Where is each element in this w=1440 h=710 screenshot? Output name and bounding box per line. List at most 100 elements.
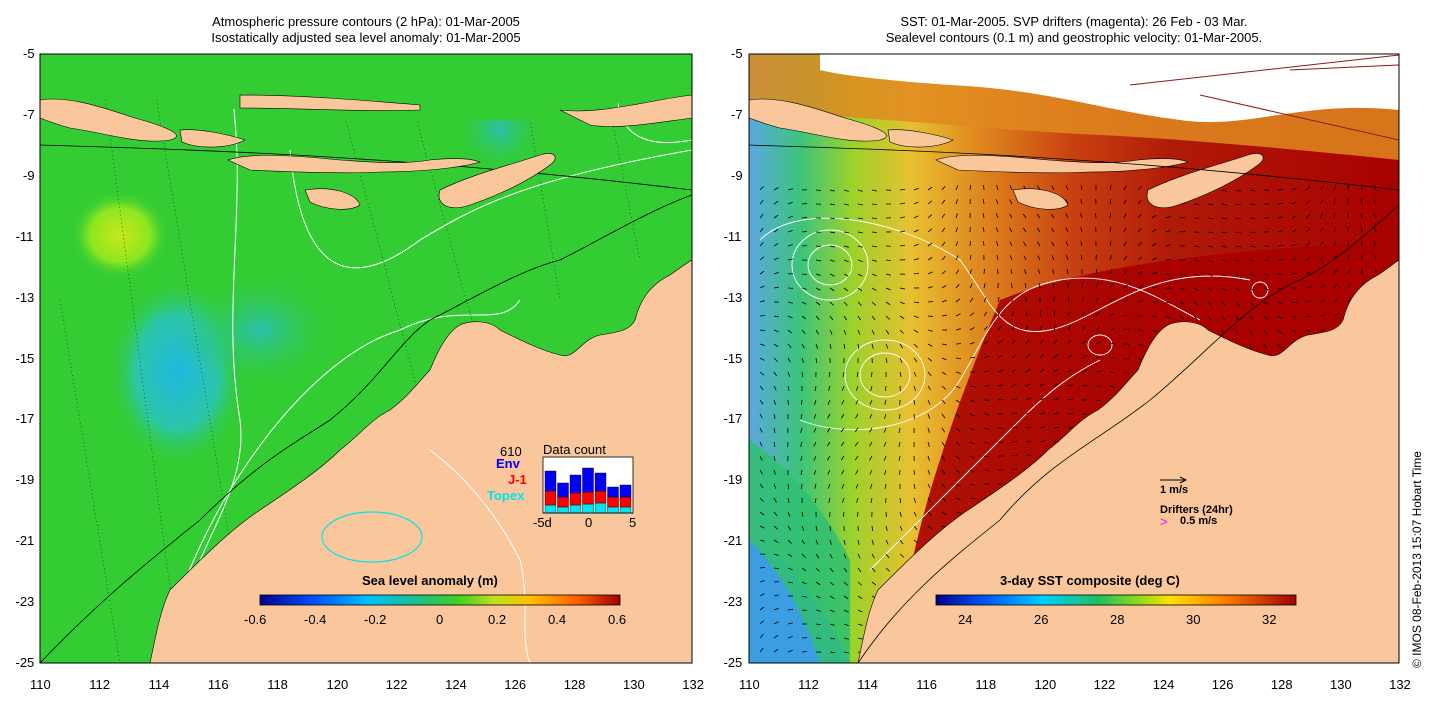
left-x-tick: 122 xyxy=(385,677,408,692)
drifter-tracks xyxy=(1129,54,1399,141)
velocity-arrow xyxy=(1235,329,1239,335)
velocity-arrow xyxy=(885,567,891,572)
velocity-arrow xyxy=(857,259,863,263)
velocity-arrow xyxy=(1291,187,1297,191)
velocity-arrow xyxy=(955,328,961,331)
velocity-arrow xyxy=(1263,343,1267,349)
velocity-arrow xyxy=(996,185,999,191)
velocity-arrow xyxy=(1179,315,1185,320)
velocity-arrow xyxy=(759,647,764,653)
velocity-arrow xyxy=(787,202,793,205)
velocity-arrow xyxy=(1025,383,1031,387)
velocity-arrow xyxy=(1095,399,1101,402)
velocity-arrow xyxy=(773,567,780,570)
velocity-arrow xyxy=(1137,213,1142,219)
velocity-arrow xyxy=(773,635,779,639)
bali-island xyxy=(179,129,246,148)
velocity-arrow xyxy=(1291,301,1298,304)
velocity-arrow xyxy=(1360,213,1363,219)
velocity-scale-label: 1 m/s xyxy=(1160,484,1189,496)
velocity-arrow xyxy=(1277,202,1283,205)
velocity-arrow xyxy=(1333,283,1338,289)
velocity-arrow xyxy=(1081,355,1087,359)
right-land xyxy=(749,98,1399,663)
velocity-arrow xyxy=(1137,285,1143,289)
velocity-arrow xyxy=(857,595,863,600)
velocity-arrow xyxy=(913,215,919,219)
velocity-arrow xyxy=(955,185,959,191)
velocity-arrow xyxy=(1165,230,1171,233)
velocity-arrow xyxy=(1053,325,1057,331)
velocity-arrow xyxy=(1221,217,1227,220)
velocity-arrow xyxy=(941,343,947,346)
velocity-arrow xyxy=(1123,313,1129,317)
data-count-bar-env xyxy=(619,484,632,498)
velocity-arrow xyxy=(1109,327,1115,331)
legend-env: Env xyxy=(496,456,520,471)
velocity-arrow xyxy=(801,609,808,611)
velocity-arrow xyxy=(1109,269,1113,275)
right-map-frame xyxy=(748,53,1400,664)
copyright-footer: © IMOS 08-Feb-2013 15:07 Hobart Time xyxy=(1410,451,1424,668)
velocity-arrow xyxy=(1193,301,1199,306)
velocity-arrow xyxy=(1263,273,1269,276)
velocity-arrow xyxy=(787,581,793,584)
velocity-arrow xyxy=(1249,315,1254,321)
velocity-arrow xyxy=(871,217,878,219)
velocity-arrow xyxy=(773,228,779,233)
velocity-arrow xyxy=(1038,283,1041,289)
velocity-arrow xyxy=(1067,311,1071,317)
velocity-arrow xyxy=(855,399,859,405)
velocity-arrow xyxy=(1137,270,1143,275)
velocity-arrow xyxy=(899,188,906,191)
velocity-arrow xyxy=(1023,241,1027,247)
data-count-bar-topex xyxy=(544,504,557,514)
velocity-arrow xyxy=(1249,189,1255,192)
velocity-arrow xyxy=(773,525,779,530)
velocity-arrow xyxy=(871,245,877,248)
velocity-arrow xyxy=(1305,214,1310,219)
velocity-arrow xyxy=(941,357,947,361)
velocity-arrow xyxy=(1067,340,1072,345)
velocity-arrow xyxy=(1319,314,1325,317)
velocity-arrow xyxy=(941,299,947,303)
velocity-arrow xyxy=(983,427,989,430)
velocity-arrow xyxy=(955,469,961,474)
velocity-arrow xyxy=(815,539,819,545)
velocity-arrow xyxy=(1051,255,1055,261)
velocity-arrow xyxy=(1080,254,1083,261)
sumba-island xyxy=(304,188,361,210)
velocity-arrow xyxy=(969,327,975,331)
velocity-arrow xyxy=(1065,227,1069,233)
velocity-arrow xyxy=(1137,256,1143,261)
velocity-arrow xyxy=(884,483,887,489)
velocity-arrow xyxy=(899,230,905,233)
velocity-arrow xyxy=(869,483,873,489)
velocity-arrow xyxy=(997,354,1003,359)
velocity-arrow xyxy=(801,567,807,572)
velocity-arrow xyxy=(1291,315,1297,319)
velocity-arrow xyxy=(857,245,863,248)
velocity-arrow xyxy=(1025,339,1030,345)
data-count-bar-topex xyxy=(594,502,607,514)
velocity-arrow xyxy=(1360,227,1363,233)
velocity-arrow xyxy=(1305,186,1311,191)
data-count-title: Data count xyxy=(543,442,606,457)
velocity-arrow xyxy=(1025,325,1029,331)
sla-colorbar-tick: 0.6 xyxy=(608,612,627,627)
velocity-arrow xyxy=(787,357,791,363)
velocity-arrow xyxy=(885,259,892,262)
velocity-arrow xyxy=(1277,343,1282,349)
left-y-tick: -23 xyxy=(15,594,35,610)
velocity-arrow xyxy=(1011,412,1017,415)
velocity-arrow xyxy=(800,413,803,419)
velocity-arrow xyxy=(759,213,764,219)
velocity-arrow xyxy=(1123,269,1128,275)
velocity-arrow xyxy=(787,315,793,319)
velocity-arrow xyxy=(843,189,849,192)
velocity-arrow xyxy=(883,413,887,419)
velocity-arrow xyxy=(997,384,1003,387)
velocity-arrow xyxy=(829,287,835,292)
velocity-arrow xyxy=(1067,296,1070,303)
velocity-arrow xyxy=(1347,255,1350,261)
